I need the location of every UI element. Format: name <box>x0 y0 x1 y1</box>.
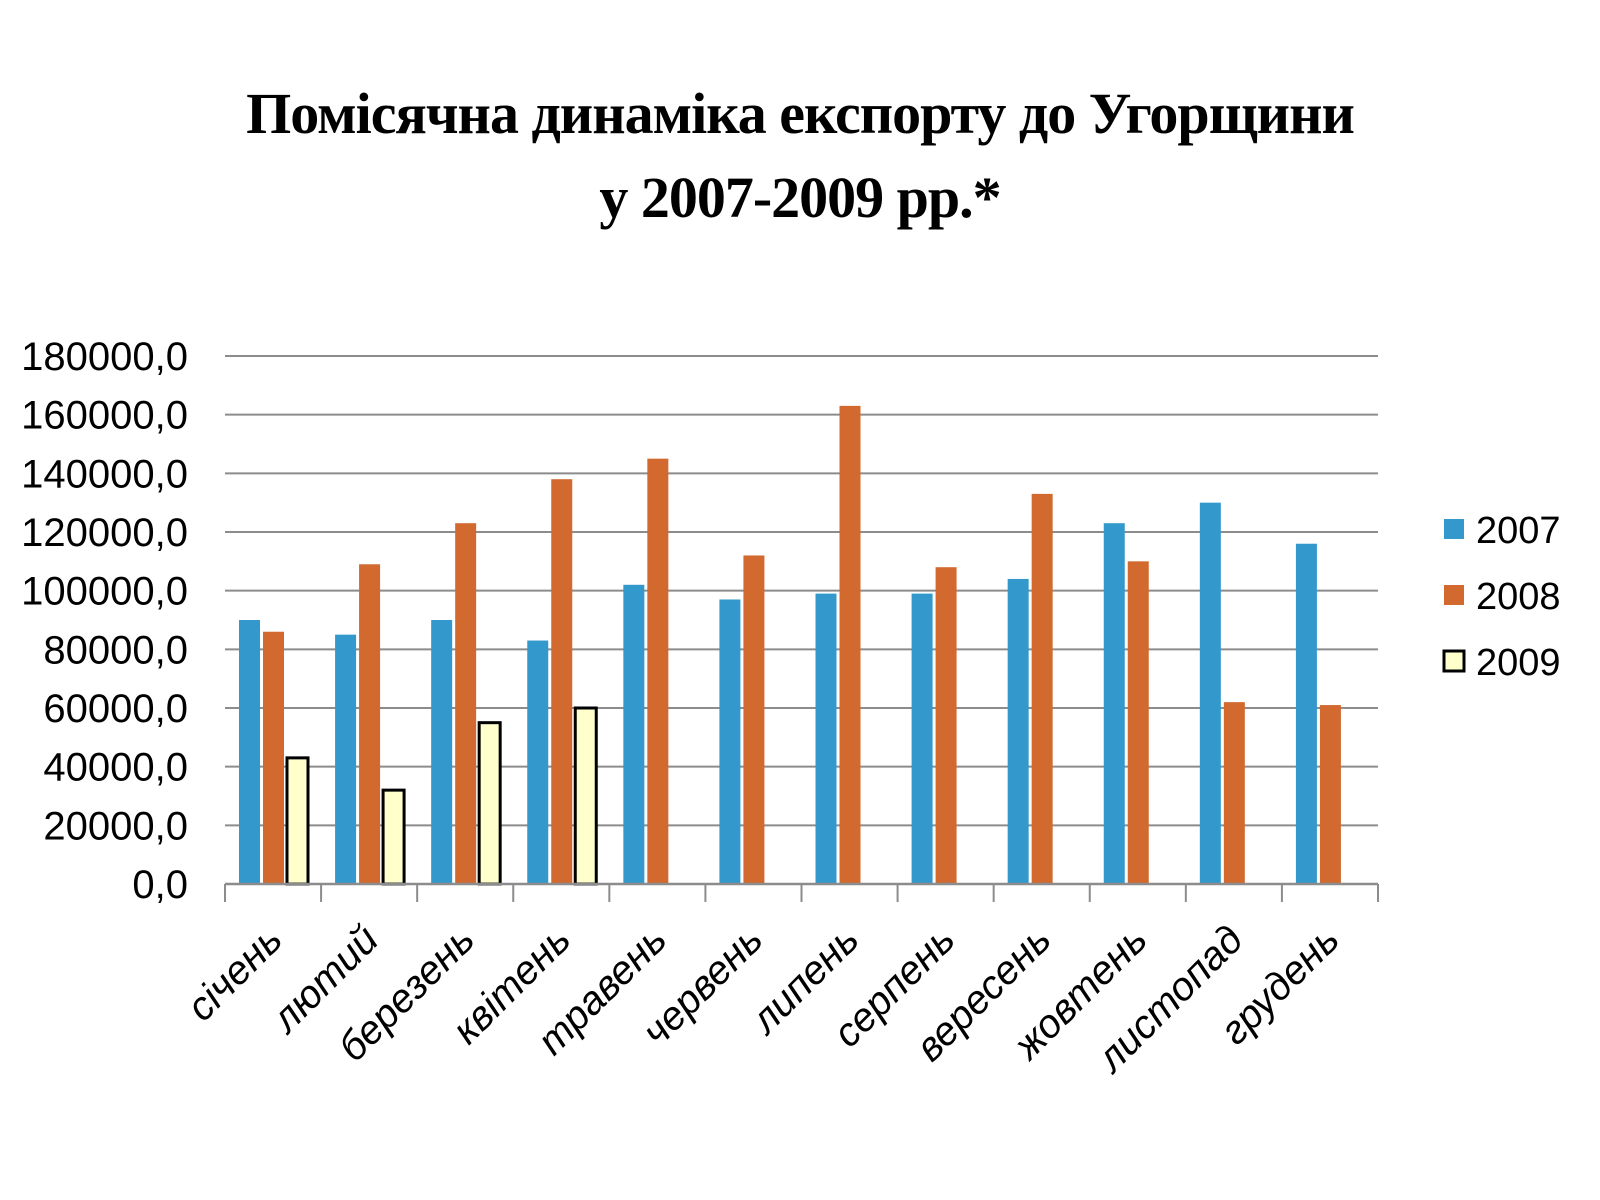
y-tick-label: 160000,0 <box>21 394 188 438</box>
legend-label-2009: 2009 <box>1476 642 1561 684</box>
bar-2009-лютий <box>381 788 406 886</box>
bar-2007-червень <box>719 599 741 884</box>
bar-2008-січень <box>263 631 284 884</box>
bar-2008-червень <box>743 555 765 884</box>
bar-2007-серпень <box>911 593 933 884</box>
legend-swatch-2007 <box>1444 519 1464 539</box>
y-tick-label: 20000,0 <box>43 804 188 848</box>
y-tick-label: 140000,0 <box>21 452 188 496</box>
bar-2007-жовтень <box>1103 523 1125 884</box>
bar-2007-січень <box>239 620 260 884</box>
bar-2008-лютий <box>359 564 381 884</box>
bar-2008-жовтень <box>1127 561 1149 884</box>
bar-2007-липень <box>815 593 837 884</box>
chart-title: Помісячна динаміка експорту до Угорщини … <box>0 72 1600 240</box>
bars <box>239 405 1341 886</box>
legend-label-2008: 2008 <box>1476 576 1561 618</box>
bar-2007-квітень <box>527 640 549 884</box>
bar-2008-липень <box>839 405 861 884</box>
gridlines <box>225 355 1378 827</box>
chart-title-line-2: у 2007-2009 рр.* <box>599 165 1001 230</box>
y-tick-label: 80000,0 <box>43 628 188 672</box>
y-tick-label: 120000,0 <box>21 511 188 555</box>
bar-2008-березень <box>455 523 477 884</box>
bar-2008-вересень <box>1031 493 1053 884</box>
bar-2007-грудень <box>1295 543 1317 884</box>
bar-2007-травень <box>623 584 645 884</box>
bar-2008-листопад <box>1223 702 1245 884</box>
y-tick-label: 180000,0 <box>21 335 188 379</box>
y-tick-label: 40000,0 <box>43 746 188 790</box>
legend-swatch-2008 <box>1444 585 1464 605</box>
bar-2008-грудень <box>1319 705 1341 884</box>
bar-2008-серпень <box>935 567 957 884</box>
chart-title-line-1: Помісячна динаміка експорту до Угорщини <box>246 81 1355 146</box>
bar-2008-квітень <box>551 479 573 884</box>
x-axis <box>224 882 1379 902</box>
bar-2008-травень <box>647 458 669 884</box>
bar-2009-березень <box>477 721 502 886</box>
bar-2007-лютий <box>335 634 357 884</box>
bar-2009-квітень <box>573 706 598 886</box>
x-axis-category-labels: січеньлютийберезеньквітеньтравеньчервень… <box>179 917 1348 1081</box>
y-axis-tick-labels: 0,0 20000,0 40000,0 60000,0 80000,0 100000,0 1… <box>21 335 188 907</box>
legend: 2007 2008 2009 <box>1442 510 1561 684</box>
y-tick-label: 60000,0 <box>43 687 188 731</box>
bar-2007-березень <box>431 620 453 884</box>
y-tick-label: 100000,0 <box>21 570 188 614</box>
legend-swatch-2009 <box>1442 649 1466 673</box>
bar-2007-листопад <box>1199 502 1221 884</box>
legend-label-2007: 2007 <box>1476 510 1561 552</box>
bar-2009-січень <box>285 756 310 886</box>
bar-2007-вересень <box>1007 578 1029 884</box>
y-tick-label: 0,0 <box>132 863 188 907</box>
